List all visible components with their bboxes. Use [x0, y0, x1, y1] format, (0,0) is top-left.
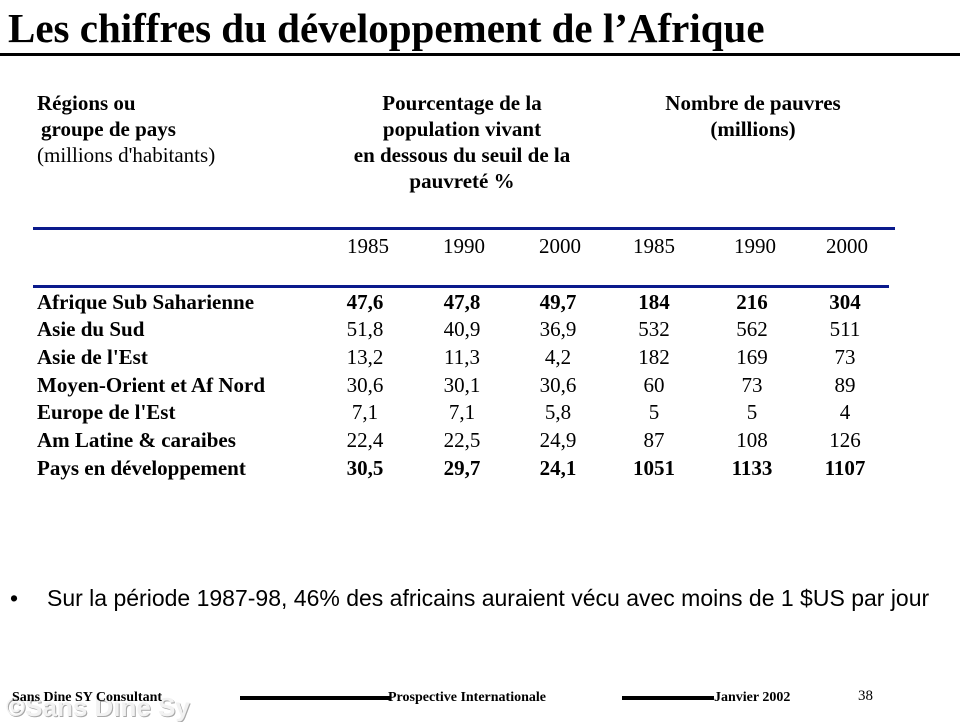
- slide-title: Les chiffres du développement de l’Afriq…: [8, 5, 765, 51]
- header-num-line1: Nombre de pauvres: [665, 91, 841, 115]
- table-cell: 5: [648, 400, 660, 424]
- table-cell: 7,1: [448, 400, 476, 424]
- header-pct-line2: population vivant: [382, 117, 542, 141]
- header-num-line2: (millions): [710, 117, 796, 141]
- table-cell: 11,3: [444, 345, 480, 369]
- row-label: Am Latine & caraibes: [37, 428, 236, 452]
- row-label: Asie du Sud: [37, 317, 145, 341]
- bullet-text: Sur la période 1987-98, 46% des africain…: [47, 585, 930, 611]
- year-cell: 1990: [734, 234, 776, 258]
- table-cell: 184: [638, 290, 670, 314]
- header-pct-line4: pauvreté %: [409, 169, 515, 193]
- header-region: Régions ou groupe de pays (millions d'ha…: [37, 90, 215, 168]
- table-cell: 30,1: [443, 373, 481, 397]
- table-cell: 4,2: [544, 345, 572, 369]
- header-region-line3: (millions d'habitants): [37, 143, 216, 167]
- table-cell: 30,6: [346, 373, 384, 397]
- table-row: Asie de l'Est 13,2 11,3 4,2 182 169 73: [0, 344, 960, 371]
- table-cell: 1107: [824, 456, 866, 480]
- table-row: Europe de l'Est 7,1 7,1 5,8 5 5 4: [0, 399, 960, 426]
- table-row: Am Latine & caraibes 22,4 22,5 24,9 87 1…: [0, 427, 960, 454]
- footer-divider: [622, 696, 714, 700]
- table-cell: 73: [741, 373, 763, 397]
- table-cell: 532: [638, 317, 670, 341]
- year-header-row: 1985 1990 2000 1985 1990 2000: [0, 233, 960, 259]
- table-cell: 30,5: [346, 456, 384, 480]
- table-row: Afrique Sub Saharienne 47,6 47,8 49,7 18…: [0, 289, 960, 316]
- table-cell: 22,4: [346, 428, 384, 452]
- header-region-line2: groupe de pays: [41, 117, 176, 141]
- table-row: Pays en développement 30,5 29,7 24,1 105…: [0, 455, 960, 482]
- table-cell: 87: [643, 428, 665, 452]
- table-rule-bottom: [33, 285, 889, 288]
- bullet-symbol: •: [10, 585, 19, 611]
- table-cell: 126: [829, 428, 861, 452]
- table-cell: 47,6: [346, 290, 384, 314]
- table-cell: 22,5: [443, 428, 481, 452]
- table-cell: 47,8: [443, 290, 481, 314]
- header-pct-line3: en dessous du seuil de la: [353, 143, 571, 167]
- table-cell: 1133: [731, 456, 773, 480]
- header-poor-count: Nombre de pauvres (millions): [628, 90, 878, 142]
- table-cell: 89: [834, 373, 856, 397]
- table-cell: 169: [736, 345, 768, 369]
- table-cell: 1051: [633, 456, 675, 480]
- table-cell: 73: [834, 345, 856, 369]
- table-cell: 51,8: [346, 317, 384, 341]
- table-cell: 304: [829, 290, 861, 314]
- table-cell: 36,9: [539, 317, 577, 341]
- table-row: Asie du Sud 51,8 40,9 36,9 532 562 511: [0, 316, 960, 343]
- copyright-watermark: ©Sans Dine Sy: [6, 692, 190, 722]
- table-rule-top: [33, 227, 895, 230]
- year-cell: 1985: [347, 234, 389, 258]
- header-region-line1: Régions ou: [37, 91, 136, 115]
- table-cell: 108: [736, 428, 768, 452]
- year-cell: 2000: [539, 234, 581, 258]
- title-underline: [0, 53, 960, 56]
- table-cell: 30,6: [539, 373, 577, 397]
- table-cell: 182: [638, 345, 670, 369]
- page-number: 38: [858, 688, 873, 704]
- footer-subject: Prospective Internationale: [388, 690, 546, 705]
- year-cell: 1990: [443, 234, 485, 258]
- table-cell: 24,1: [539, 456, 577, 480]
- header-percentage: Pourcentage de la population vivant en d…: [334, 90, 590, 194]
- table-cell: 5,8: [544, 400, 572, 424]
- footer-date: Janvier 2002: [714, 690, 791, 705]
- table-cell: 40,9: [443, 317, 481, 341]
- year-cell: 2000: [826, 234, 868, 258]
- table-cell: 5: [746, 400, 758, 424]
- table-cell: 216: [736, 290, 768, 314]
- year-cell: 1985: [633, 234, 675, 258]
- row-label: Asie de l'Est: [37, 345, 148, 369]
- table-cell: 7,1: [351, 400, 379, 424]
- row-label: Europe de l'Est: [37, 400, 176, 424]
- table-cell: 13,2: [346, 345, 384, 369]
- footer-author: Sans Dine SY Consultant: [12, 690, 163, 705]
- table-row: Moyen-Orient et Af Nord 30,6 30,1 30,6 6…: [0, 372, 960, 399]
- table-cell: 29,7: [443, 456, 481, 480]
- header-pct-line1: Pourcentage de la: [382, 91, 542, 115]
- table-cell: 4: [839, 400, 851, 424]
- row-label: Pays en développement: [37, 456, 246, 480]
- row-label: Moyen-Orient et Af Nord: [37, 373, 266, 397]
- table-cell: 24,9: [539, 428, 577, 452]
- table-cell: 511: [829, 317, 861, 341]
- table-cell: 49,7: [539, 290, 577, 314]
- row-label: Afrique Sub Saharienne: [37, 290, 255, 314]
- table-cell: 60: [643, 373, 665, 397]
- table-cell: 562: [736, 317, 768, 341]
- footer-divider: [240, 696, 390, 700]
